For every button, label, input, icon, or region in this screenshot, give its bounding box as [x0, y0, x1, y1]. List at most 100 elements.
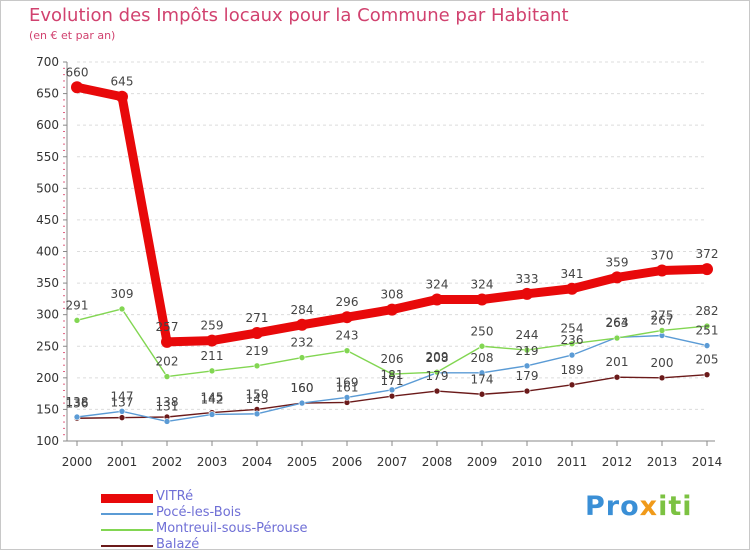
data-label: 160 [291, 381, 314, 395]
y-tick-label: 650 [36, 87, 59, 101]
data-label: 150 [246, 387, 269, 401]
data-point [71, 81, 83, 94]
data-label: 324 [426, 278, 449, 292]
proxiti-logo: Proxiti [585, 491, 693, 522]
logo-part-2: x [639, 491, 659, 522]
data-label: 264 [606, 315, 629, 329]
data-label: 284 [291, 303, 314, 317]
legend-swatch-vitre [101, 494, 153, 503]
data-point [118, 408, 126, 415]
x-tick-label: 2010 [512, 455, 543, 469]
x-tick-label: 2014 [692, 455, 723, 469]
data-label: 136 [66, 396, 89, 410]
data-point [701, 263, 713, 276]
data-label: 209 [426, 350, 449, 364]
data-point [118, 414, 126, 421]
data-label: 211 [201, 349, 224, 363]
data-label: 660 [66, 65, 89, 79]
y-tick-label: 100 [36, 434, 59, 448]
data-point [613, 373, 621, 381]
data-point [433, 368, 441, 376]
data-label: 645 [111, 75, 134, 89]
data-point [523, 362, 531, 370]
data-label: 219 [246, 344, 269, 358]
data-point [253, 410, 261, 418]
legend-label-poce: Pocé-les-Bois [156, 505, 242, 520]
x-tick-labels: 2000 2001 2002 2003 2004 2005 2006 2007 2008 2009… [62, 455, 723, 469]
data-point [388, 370, 396, 378]
data-label: 208 [471, 351, 494, 365]
legend-swatch-montreuil [101, 529, 153, 531]
y-tick-label: 200 [36, 371, 59, 385]
logo-part-1: Pro [585, 491, 640, 522]
data-point [118, 305, 126, 313]
data-point [386, 303, 398, 316]
data-label: 138 [156, 395, 179, 409]
chart-title: Evolution des Impôts locaux pour la Comm… [29, 5, 569, 26]
x-tick-label: 2008 [422, 455, 453, 469]
data-point [656, 264, 668, 277]
data-point [568, 381, 576, 389]
x-tick-label: 2009 [467, 455, 498, 469]
data-point [433, 387, 441, 395]
data-label: 309 [111, 287, 134, 301]
data-point [206, 334, 218, 347]
data-label: 143 [246, 392, 269, 406]
data-label: 147 [111, 389, 134, 403]
y-tick-label: 150 [36, 402, 59, 416]
data-point [613, 334, 621, 342]
data-point [568, 351, 576, 359]
data-point [253, 362, 261, 370]
data-point [431, 293, 443, 306]
data-point [296, 318, 308, 331]
x-tick-label: 2011 [557, 455, 588, 469]
data-point [658, 374, 666, 382]
data-point [163, 373, 171, 380]
data-label: 251 [696, 324, 719, 338]
data-label: 291 [66, 298, 89, 312]
data-point [523, 346, 531, 354]
data-label: 138 [66, 395, 89, 409]
data-label: 200 [651, 356, 674, 370]
data-point [251, 326, 263, 339]
data-label: 324 [471, 278, 494, 292]
data-label: 137 [111, 396, 134, 410]
data-point [388, 386, 396, 394]
data-label: 181 [381, 368, 404, 382]
logo-part-3: iti [658, 491, 693, 522]
chart-subtitle: (en € et par an) [29, 29, 116, 42]
x-tick-label: 2000 [62, 455, 93, 469]
y-tick-label: 600 [36, 118, 59, 132]
data-point [478, 390, 486, 398]
data-point [478, 342, 486, 350]
data-point [161, 335, 173, 348]
series-lines [71, 81, 713, 425]
axes [63, 61, 715, 446]
data-label: 145 [201, 391, 224, 405]
data-label: 161 [336, 380, 359, 394]
data-label: 174 [471, 372, 494, 386]
data-point [343, 394, 351, 401]
legend-swatch-balaze [101, 545, 153, 547]
data-label: 267 [651, 314, 674, 328]
data-label: 189 [561, 363, 584, 377]
x-tick-label: 2012 [602, 455, 633, 469]
y-tick-label: 300 [36, 308, 59, 322]
x-tick-label: 2006 [332, 455, 363, 469]
data-label: 243 [336, 329, 359, 343]
y-tick-label: 350 [36, 276, 59, 290]
data-point [116, 90, 128, 103]
data-label: 142 [201, 392, 224, 406]
legend-label-balaze: Balazé [156, 537, 200, 552]
y-tick-label: 700 [36, 55, 59, 69]
data-point [208, 367, 216, 375]
data-point [521, 287, 533, 300]
x-tick-label: 2004 [242, 455, 273, 469]
data-point [703, 371, 711, 378]
data-label: 359 [606, 255, 629, 269]
data-label: 271 [246, 311, 269, 325]
data-label: 372 [696, 247, 719, 261]
legend-item-poce: Pocé-les-Bois [101, 505, 401, 521]
